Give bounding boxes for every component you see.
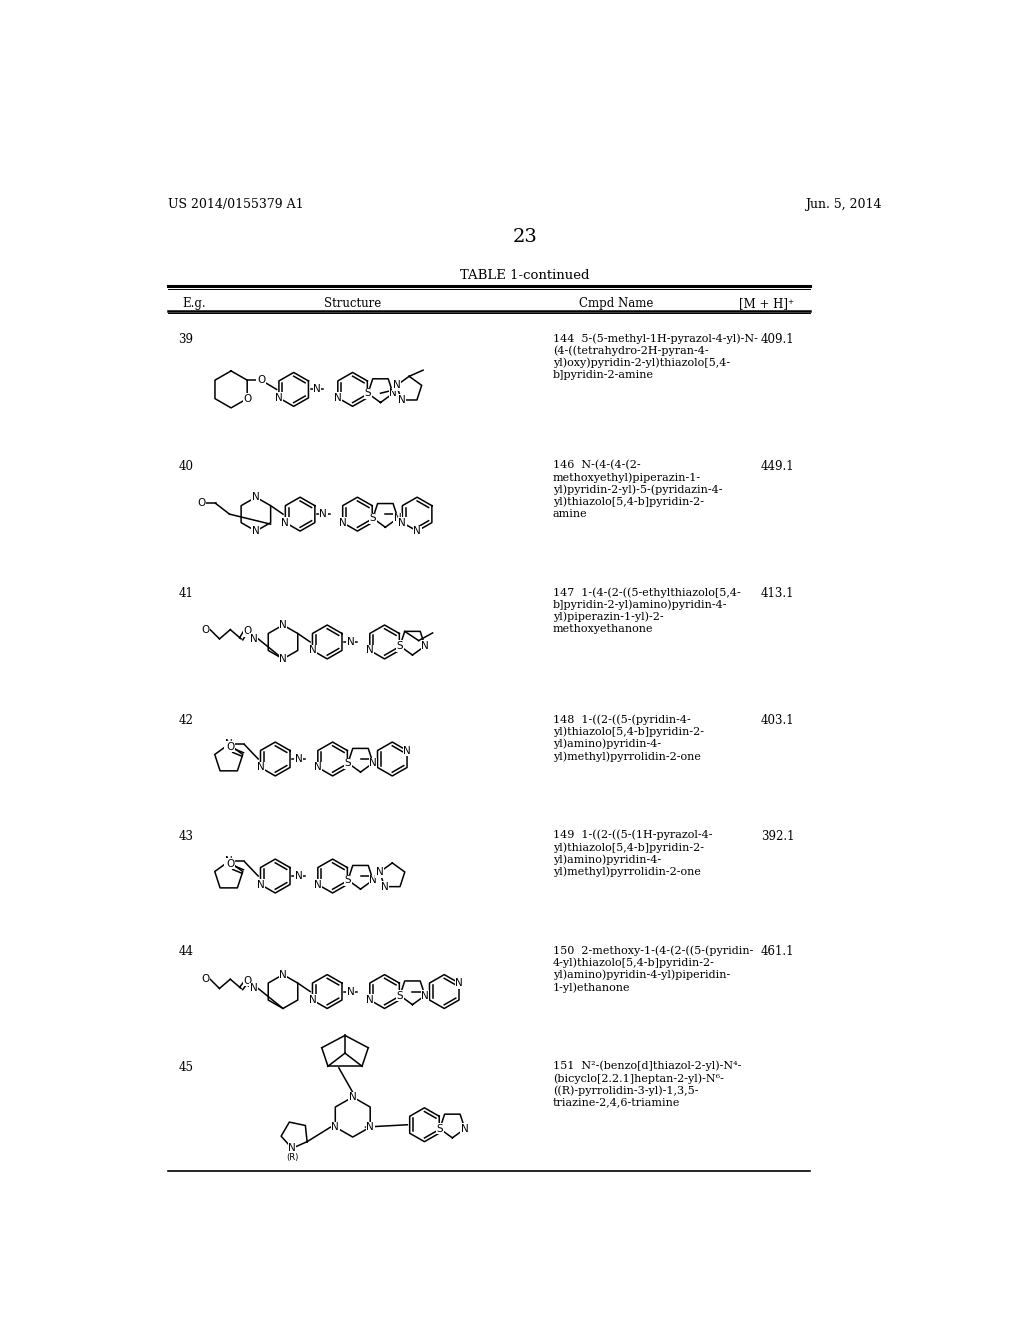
Text: N: N [370, 875, 377, 886]
Text: N: N [319, 510, 328, 519]
Text: 413.1: 413.1 [761, 587, 795, 601]
Text: O: O [202, 624, 210, 635]
Text: 150  2-methoxy-1-(4-(2-((5-(pyridin-
4-yl)thiazolo[5,4-b]pyridin-2-
yl)amino)pyr: 150 2-methoxy-1-(4-(2-((5-(pyridin- 4-yl… [553, 945, 753, 993]
Text: 403.1: 403.1 [761, 714, 795, 727]
Text: 461.1: 461.1 [761, 945, 795, 958]
Text: N: N [366, 995, 374, 1005]
Text: 23: 23 [512, 227, 538, 246]
Text: N: N [393, 380, 400, 391]
Text: N: N [280, 653, 287, 664]
Text: N: N [421, 642, 429, 651]
Text: O: O [226, 859, 234, 869]
Text: O: O [198, 499, 206, 508]
Text: N: N [282, 517, 289, 528]
Text: O: O [257, 375, 265, 385]
Text: N: N [275, 393, 283, 403]
Text: 39: 39 [178, 333, 194, 346]
Text: N: N [455, 978, 463, 989]
Text: N: N [403, 746, 411, 755]
Text: O: O [202, 974, 210, 985]
Text: (R): (R) [287, 1154, 299, 1162]
Text: N: N [346, 986, 354, 997]
Text: 147  1-(4-(2-((5-ethylthiazolo[5,4-
b]pyridin-2-yl)amino)pyridin-4-
yl)piperazin: 147 1-(4-(2-((5-ethylthiazolo[5,4- b]pyr… [553, 587, 740, 634]
Text: 42: 42 [178, 714, 194, 727]
Text: N: N [257, 879, 264, 890]
Text: N: N [367, 1122, 374, 1133]
Text: O: O [243, 393, 251, 404]
Text: N: N [280, 620, 287, 630]
Text: O: O [244, 626, 252, 636]
Text: N: N [252, 492, 260, 502]
Text: N: N [394, 513, 401, 523]
Text: N: N [250, 983, 257, 994]
Text: E.g.: E.g. [182, 297, 206, 310]
Text: O: O [244, 975, 252, 986]
Text: N: N [366, 645, 374, 656]
Text: N: N [257, 763, 264, 772]
Text: Structure: Structure [325, 297, 381, 310]
Text: S: S [396, 642, 403, 651]
Text: 409.1: 409.1 [761, 333, 795, 346]
Text: Cmpd Name: Cmpd Name [579, 297, 653, 310]
Text: S: S [365, 388, 372, 399]
Text: N: N [313, 384, 321, 395]
Text: N: N [288, 1143, 296, 1154]
Text: 148  1-((2-((5-(pyridin-4-
yl)thiazolo[5,4-b]pyridin-2-
yl)amino)pyridin-4-
yl)m: 148 1-((2-((5-(pyridin-4- yl)thiazolo[5,… [553, 714, 703, 762]
Text: 40: 40 [178, 461, 194, 474]
Text: N: N [295, 871, 302, 880]
Text: 45: 45 [178, 1061, 194, 1074]
Text: N: N [398, 517, 407, 528]
Text: N: N [389, 388, 397, 399]
Text: N: N [280, 970, 287, 979]
Text: 41: 41 [178, 587, 194, 601]
Text: N: N [414, 527, 421, 536]
Text: 43: 43 [178, 830, 194, 843]
Text: N: N [308, 995, 316, 1005]
Text: N: N [397, 395, 406, 405]
Text: N: N [370, 758, 377, 768]
Text: N: N [295, 754, 302, 764]
Text: 449.1: 449.1 [761, 461, 795, 474]
Text: 392.1: 392.1 [761, 830, 795, 843]
Text: N: N [349, 1092, 356, 1102]
Text: [M + H]⁺: [M + H]⁺ [739, 297, 795, 310]
Text: N: N [334, 393, 342, 403]
Text: N: N [250, 634, 257, 644]
Text: N: N [225, 857, 232, 866]
Text: N: N [421, 990, 429, 1001]
Text: N: N [252, 527, 260, 536]
Text: S: S [396, 990, 403, 1001]
Text: N: N [346, 638, 354, 647]
Text: 44: 44 [178, 945, 194, 958]
Text: O: O [226, 742, 234, 752]
Text: 146  N-(4-(4-(2-
methoxyethyl)piperazin-1-
yl)pyridin-2-yl)-5-(pyridazin-4-
yl)t: 146 N-(4-(4-(2- methoxyethyl)piperazin-1… [553, 461, 722, 519]
Text: TABLE 1-continued: TABLE 1-continued [460, 268, 590, 281]
Text: N: N [314, 763, 322, 772]
Text: Jun. 5, 2014: Jun. 5, 2014 [805, 198, 882, 211]
Text: 151  N²-(benzo[d]thiazol-2-yl)-N⁴-
(bicyclo[2.2.1]heptan-2-yl)-N⁶-
((R)-pyrrolid: 151 N²-(benzo[d]thiazol-2-yl)-N⁴- (bicyc… [553, 1061, 741, 1107]
Text: S: S [345, 875, 351, 886]
Text: N: N [332, 1122, 339, 1133]
Text: N: N [339, 517, 346, 528]
Text: N: N [314, 879, 322, 890]
Text: N: N [225, 739, 232, 750]
Text: S: S [436, 1123, 443, 1134]
Text: N: N [381, 882, 388, 891]
Text: N: N [376, 867, 384, 876]
Text: N: N [461, 1123, 469, 1134]
Text: S: S [370, 513, 376, 523]
Text: US 2014/0155379 A1: US 2014/0155379 A1 [168, 198, 304, 211]
Text: S: S [345, 758, 351, 768]
Text: 149  1-((2-((5-(1H-pyrazol-4-
yl)thiazolo[5,4-b]pyridin-2-
yl)amino)pyridin-4-
y: 149 1-((2-((5-(1H-pyrazol-4- yl)thiazolo… [553, 830, 713, 878]
Text: 144  5-(5-methyl-1H-pyrazol-4-yl)-N-
(4-((tetrahydro-2H-pyran-4-
yl)oxy)pyridin-: 144 5-(5-methyl-1H-pyrazol-4-yl)-N- (4-(… [553, 333, 758, 380]
Text: N: N [308, 645, 316, 656]
